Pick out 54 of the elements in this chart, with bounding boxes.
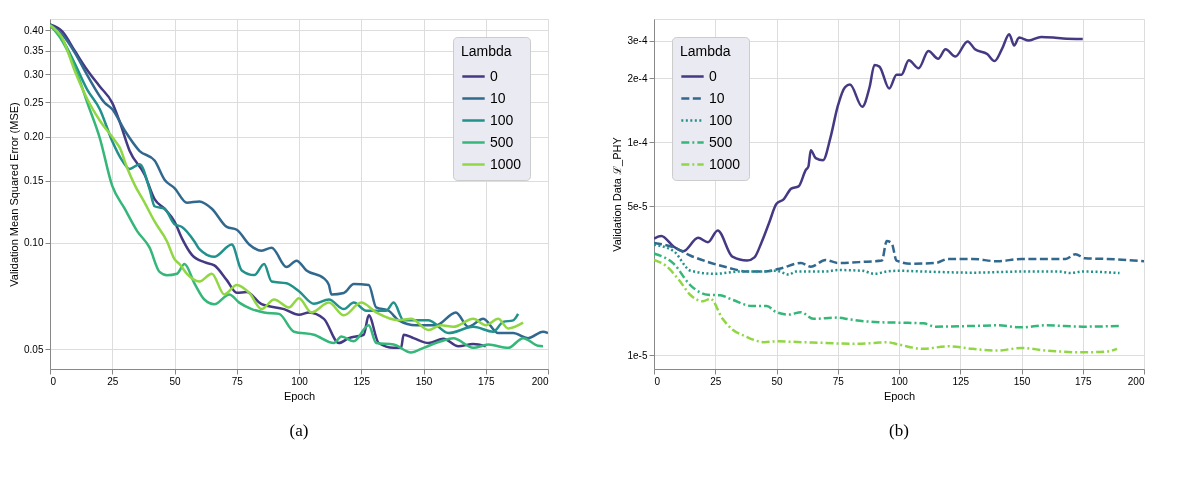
y-tick-label: 3e-4 [627, 35, 648, 47]
y-tick-label: 0.30 [24, 68, 44, 80]
x-axis-title: Epoch [883, 389, 916, 402]
x-tick-label: 100 [291, 375, 309, 387]
x-tick-label: 25 [710, 375, 722, 387]
x-tick-label: 75 [231, 375, 244, 387]
x-tick-label: 75 [832, 375, 845, 387]
text: (a) [289, 421, 309, 440]
legend-title: Lambda [461, 43, 512, 59]
legend-label: 100 [709, 111, 733, 128]
y-axis-title: Validation Mean Squared Error (MSE) [8, 102, 21, 287]
line-series [654, 258, 1119, 354]
x-tick-label: 0 [50, 375, 57, 387]
legend-label: 10 [490, 89, 506, 106]
y-axis-title: Validation Data ℒ_PHY [611, 136, 624, 252]
y-tick-label: 0.15 [24, 175, 44, 187]
y-tick-label: 0.40 [24, 24, 44, 36]
y-tick-label: 0.05 [24, 343, 44, 355]
line-series [654, 239, 1144, 273]
legend-label: 100 [490, 111, 514, 128]
x-tick-label: 200 [531, 375, 549, 387]
legend-label: 500 [709, 133, 733, 150]
x-tick-label: 50 [169, 375, 181, 387]
legend-label: 1000 [709, 155, 741, 172]
x-tick-label: 175 [1074, 375, 1093, 387]
y-tick-label: 1e-5 [627, 349, 648, 361]
y-tick-label: 0.35 [24, 45, 44, 57]
x-tick-label: 200 [1127, 375, 1145, 387]
x-tick-label: 100 [891, 375, 909, 387]
x-tick-label: 25 [107, 375, 119, 387]
legend-label: 500 [490, 133, 514, 150]
legend-label: 10 [709, 89, 725, 106]
x-tick-label: 50 [771, 375, 783, 387]
legend-label: 0 [709, 67, 717, 84]
y-tick-label: 5e-5 [627, 200, 648, 212]
y-tick-label: 0.25 [24, 96, 44, 108]
x-tick-label: 125 [952, 375, 970, 387]
x-tick-label: 150 [1013, 375, 1031, 387]
text: (b) [889, 421, 909, 440]
x-tick-label: 125 [353, 375, 371, 387]
legend-title: Lambda [680, 43, 731, 59]
x-tick-label: 0 [654, 375, 661, 387]
x-axis-title: Epoch [283, 389, 316, 402]
y-tick-label: 1e-4 [627, 136, 648, 148]
y-tick-label: 0.10 [24, 237, 44, 249]
legend-label: 0 [490, 67, 498, 84]
x-tick-label: 175 [477, 375, 496, 387]
line-series [654, 243, 1121, 276]
y-tick-label: 0.20 [24, 131, 44, 143]
y-tick-label: 2e-4 [627, 72, 648, 84]
line-series [654, 252, 1121, 329]
x-tick-label: 150 [415, 375, 433, 387]
legend-label: 1000 [490, 155, 522, 172]
line-series [654, 33, 1084, 262]
